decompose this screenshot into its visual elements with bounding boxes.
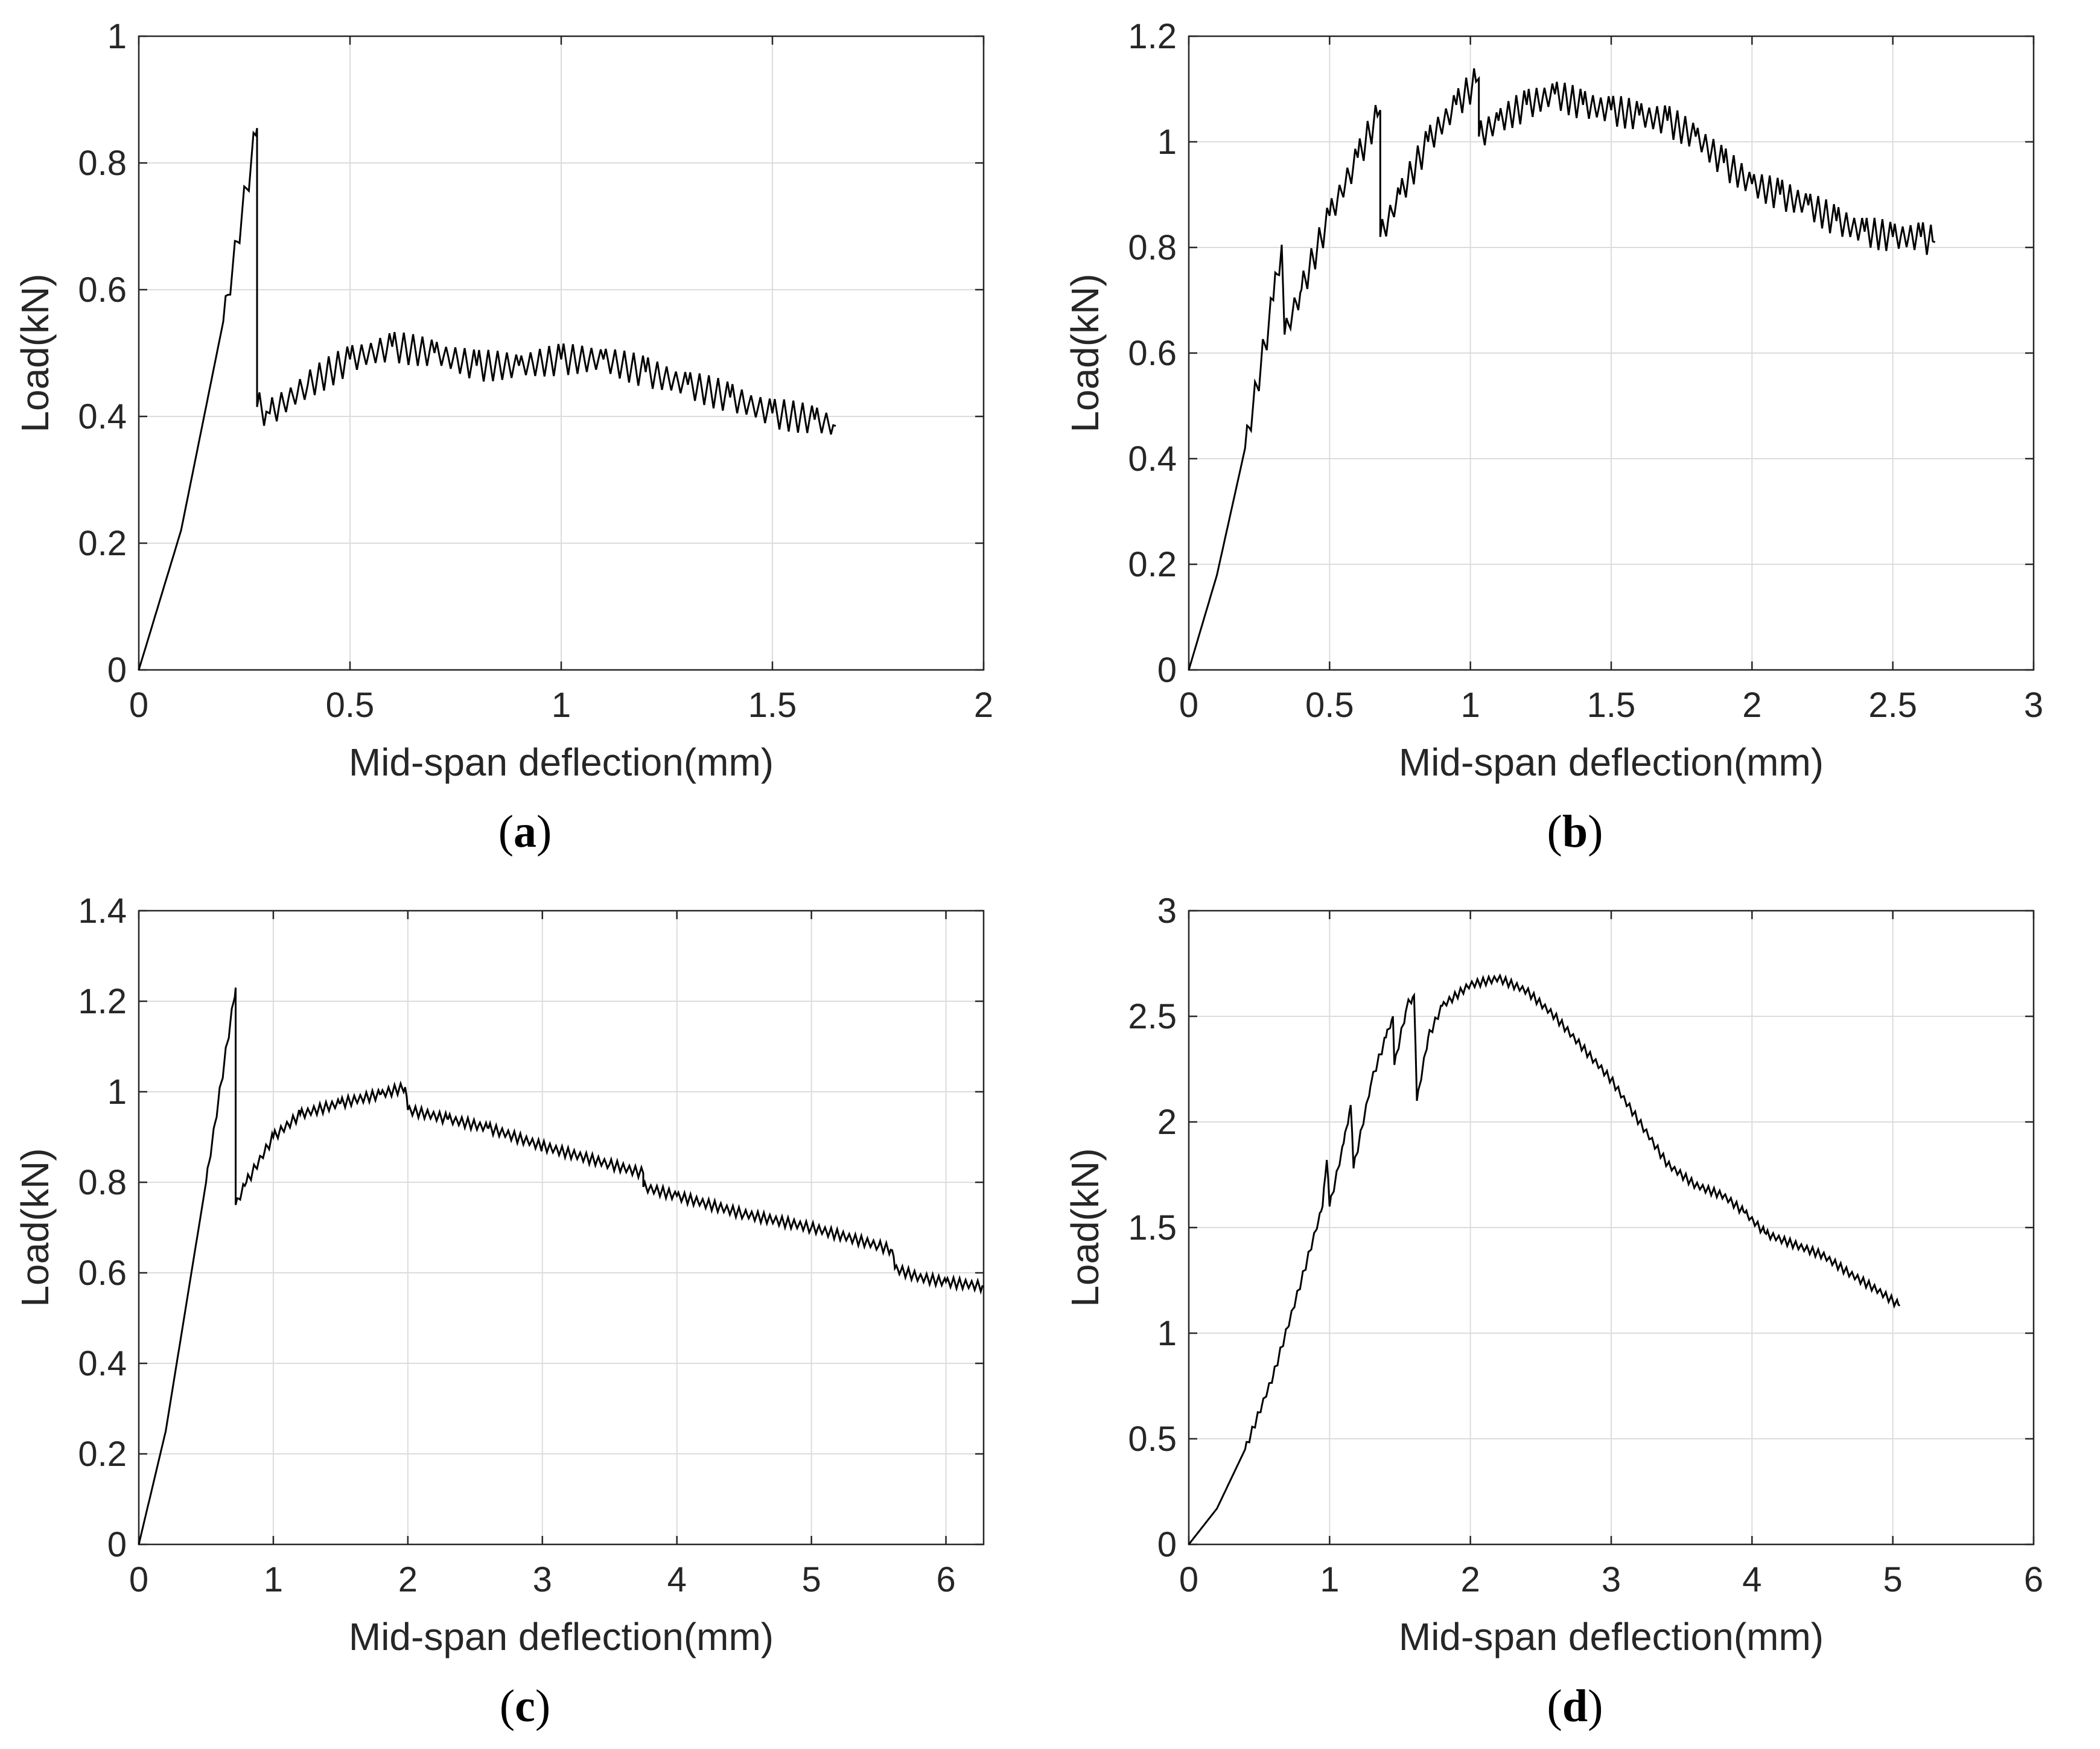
y-tick-label: 1.2 xyxy=(78,982,127,1021)
chart-panel-c: 0 1 2 3 4 5 6 0 0.2 0.4 0.6 0.8 1 1.2 1.4 Mid-span defl… xyxy=(0,875,1050,1749)
y-tick-label: 0.8 xyxy=(78,144,127,183)
x-tick-label: 2 xyxy=(398,1560,418,1599)
series-line-d xyxy=(1188,973,1901,1545)
y-tick-label: 1 xyxy=(107,1072,127,1112)
x-tick-label: 0 xyxy=(129,686,148,725)
series-line-a xyxy=(138,128,836,671)
y-axis-label: Load(kN) xyxy=(1063,1148,1107,1307)
y-tick-label: 3 xyxy=(1157,891,1177,931)
x-tick-label: 6 xyxy=(936,1560,955,1599)
x-tick-label: 1.5 xyxy=(1587,686,1636,725)
x-tick-label: 1 xyxy=(264,1560,283,1599)
chart-b: 0 0.5 1 1.5 2 2.5 3 0 0.2 0.4 0.6 0.8 1 1.2 Mid-span d… xyxy=(1063,17,2043,784)
y-tick-label: 0.8 xyxy=(78,1163,127,1202)
x-tick-label: 0 xyxy=(1179,1560,1198,1599)
x-tick-label: 1 xyxy=(1320,1560,1339,1599)
y-tick-label: 0.6 xyxy=(78,270,127,310)
y-tick-label: 0 xyxy=(107,651,127,690)
x-tick-label: 3 xyxy=(2024,686,2043,725)
x-tick-label: 1.5 xyxy=(748,686,797,725)
y-tick-label: 2.5 xyxy=(1128,997,1177,1036)
y-tick-label: 1 xyxy=(1157,123,1177,162)
chart-panel-d: 0 1 2 3 4 5 6 0 0.5 1 1.5 2 2.5 3 Mid-span deflection(… xyxy=(1050,875,2100,1749)
x-tick-label: 3 xyxy=(1602,1560,1621,1599)
series-line-b xyxy=(1188,68,1936,671)
x-tick-label: 3 xyxy=(533,1560,552,1599)
y-tick-label: 0.6 xyxy=(78,1254,127,1293)
chart-c: 0 1 2 3 4 5 6 0 0.2 0.4 0.6 0.8 1 1.2 1.4 Mid-span defl… xyxy=(13,891,985,1658)
x-tick-label: 5 xyxy=(802,1560,821,1599)
y-tick-label: 0.8 xyxy=(1128,228,1177,267)
x-tick-label: 2 xyxy=(1742,686,1761,725)
subfigure-label-d: (d) xyxy=(1547,1681,1603,1731)
y-tick-label: 1 xyxy=(107,17,127,56)
x-axis-label: Mid-span deflection(mm) xyxy=(349,1615,774,1658)
series-line-c xyxy=(138,987,984,1545)
chart-a: 0 0.5 1 1.5 2 0 0.2 0.4 0.6 0.8 1 Mid-span deflecti… xyxy=(13,17,993,784)
chart-panel-b: 0 0.5 1 1.5 2 2.5 3 0 0.2 0.4 0.6 0.8 1 1.2 Mid-span d… xyxy=(1050,0,2100,875)
y-tick-label: 0.2 xyxy=(1128,545,1177,584)
x-tick-label: 2.5 xyxy=(1868,686,1917,725)
y-axis-label: Load(kN) xyxy=(1063,273,1107,432)
subfigure-label-a: (a) xyxy=(498,806,552,857)
subfigure-label-b: (b) xyxy=(1547,806,1603,857)
y-tick-label: 0.2 xyxy=(78,1435,127,1474)
gridlines xyxy=(1188,36,2034,671)
y-tick-label: 0.4 xyxy=(78,397,127,436)
y-tick-label: 1 xyxy=(1157,1314,1177,1353)
y-tick-label: 0 xyxy=(1157,1525,1177,1564)
y-tick-label: 2 xyxy=(1157,1103,1177,1142)
x-tick-label: 0.5 xyxy=(326,686,375,725)
y-axis-label: Load(kN) xyxy=(13,273,57,432)
y-tick-label: 1.5 xyxy=(1128,1208,1177,1247)
x-axis-label: Mid-span deflection(mm) xyxy=(1399,741,1824,784)
y-tick-label: 1.4 xyxy=(78,891,127,931)
x-tick-label: 6 xyxy=(2024,1560,2043,1599)
x-tick-label: 1 xyxy=(1461,686,1480,725)
y-axis-label: Load(kN) xyxy=(13,1148,57,1307)
x-tick-label: 2 xyxy=(974,686,993,725)
gridlines xyxy=(1188,910,2034,1545)
x-tick-label: 0.5 xyxy=(1305,686,1354,725)
y-tick-label: 0.2 xyxy=(78,524,127,563)
chart-panel-a: 0 0.5 1 1.5 2 0 0.2 0.4 0.6 0.8 1 Mid-span deflecti… xyxy=(0,0,1050,875)
y-tick-label: 0 xyxy=(1157,651,1177,690)
y-tick-label: 0.5 xyxy=(1128,1419,1177,1459)
chart-d: 0 1 2 3 4 5 6 0 0.5 1 1.5 2 2.5 3 Mid-span deflection(… xyxy=(1063,891,2043,1658)
y-tick-label: 0.6 xyxy=(1128,334,1177,373)
plot-frame xyxy=(138,910,985,1546)
x-tick-label: 4 xyxy=(667,1560,687,1599)
x-tick-label: 0 xyxy=(1179,686,1198,725)
x-tick-label: 4 xyxy=(1742,1560,1761,1599)
x-tick-label: 2 xyxy=(1461,1560,1480,1599)
x-tick-label: 0 xyxy=(129,1560,148,1599)
y-tick-label: 0.4 xyxy=(1128,439,1177,479)
x-tick-label: 5 xyxy=(1883,1560,1903,1599)
x-axis-label: Mid-span deflection(mm) xyxy=(1399,1615,1824,1658)
subfigure-label-c: (c) xyxy=(499,1681,551,1731)
gridlines xyxy=(138,910,984,1545)
y-tick-label: 0 xyxy=(107,1525,127,1564)
y-tick-label: 1.2 xyxy=(1128,17,1177,56)
x-axis-label: Mid-span deflection(mm) xyxy=(349,741,774,784)
x-tick-label: 1 xyxy=(552,686,571,725)
gridlines xyxy=(138,36,984,671)
y-tick-label: 0.4 xyxy=(78,1344,127,1383)
